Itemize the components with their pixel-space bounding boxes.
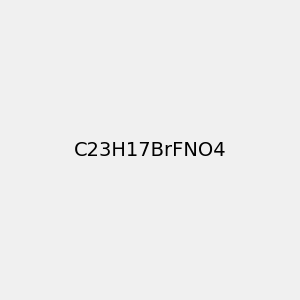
Text: C23H17BrFNO4: C23H17BrFNO4 [74,140,226,160]
